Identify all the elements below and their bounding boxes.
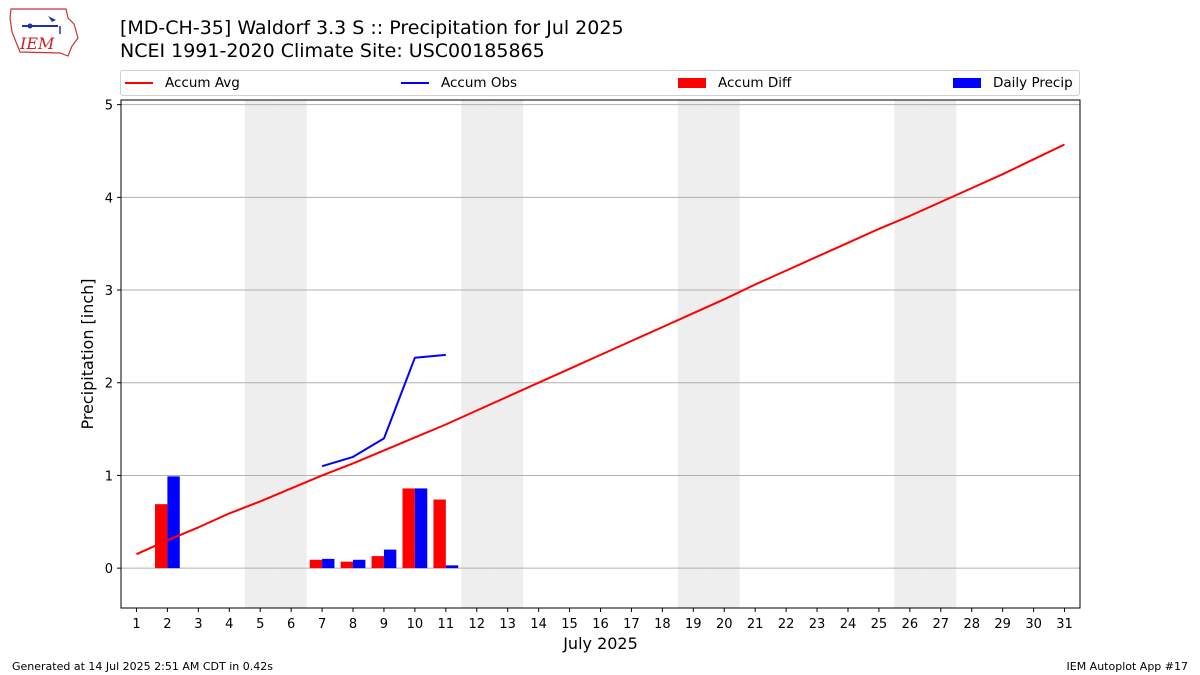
legend-label-daily-precip: Daily Precip xyxy=(993,75,1073,91)
accum-diff-bar xyxy=(402,488,415,569)
x-tick-label: 29 xyxy=(994,617,1011,632)
x-tick-label: 8 xyxy=(349,617,357,632)
x-tick-label: 3 xyxy=(194,617,202,632)
accum-diff-bar xyxy=(340,561,354,569)
chart-legend: Accum Avg Accum Obs Accum Diff Daily Pre… xyxy=(120,70,1080,96)
x-tick-label: 4 xyxy=(225,617,233,632)
daily-precip-bar xyxy=(414,488,428,569)
weekend-shade xyxy=(894,100,926,608)
weekend-shade xyxy=(461,100,493,608)
y-tick-label: 4 xyxy=(105,191,113,206)
accum-avg-line xyxy=(136,143,1065,556)
x-tick-label: 11 xyxy=(438,617,455,632)
legend-swatch-accum-diff xyxy=(678,78,706,88)
x-tick-label: 6 xyxy=(287,617,295,632)
weekend-shade xyxy=(925,100,957,608)
legend-swatch-daily-precip xyxy=(953,78,981,88)
y-tick-label: 3 xyxy=(105,284,113,299)
x-tick-label: 26 xyxy=(902,617,919,632)
x-tick-label: 13 xyxy=(499,617,516,632)
chart-title: [MD-CH-35] Waldorf 3.3 S :: Precipitatio… xyxy=(120,17,624,39)
x-tick-label: 28 xyxy=(963,617,980,632)
x-tick-label: 19 xyxy=(685,617,702,632)
daily-precip-bar xyxy=(445,565,459,569)
daily-precip-bar xyxy=(167,476,180,569)
x-tick-label: 1 xyxy=(132,617,140,632)
daily-precip-bar xyxy=(383,549,397,569)
x-tick-label: 21 xyxy=(747,617,764,632)
accum-diff-bar xyxy=(371,556,384,569)
legend-swatch-accum-avg xyxy=(125,82,153,84)
legend-swatch-accum-obs xyxy=(401,82,429,84)
legend-label-accum-obs: Accum Obs xyxy=(441,75,518,91)
weekend-shade xyxy=(677,100,709,608)
x-tick-label: 9 xyxy=(380,617,388,632)
x-tick-label: 25 xyxy=(871,617,888,632)
x-tick-label: 23 xyxy=(809,617,826,632)
x-axis-label: July 2025 xyxy=(562,634,638,653)
accum-diff-bar xyxy=(433,499,446,569)
x-tick-label: 5 xyxy=(256,617,264,632)
iem-logo: IEM xyxy=(9,8,79,57)
y-axis-label: Precipitation [inch] xyxy=(78,278,97,429)
x-tick-label: 17 xyxy=(623,617,640,632)
x-tick-label: 14 xyxy=(530,617,547,632)
y-tick-label: 0 xyxy=(105,562,113,577)
y-tick-label: 2 xyxy=(105,377,113,392)
chart-subtitle: NCEI 1991-2020 Climate Site: USC00185865 xyxy=(120,40,545,62)
accum-obs-line xyxy=(321,353,446,468)
x-tick-label: 10 xyxy=(407,617,424,632)
x-tick-label: 18 xyxy=(654,617,671,632)
weekend-shade xyxy=(492,100,524,608)
x-tick-label: 20 xyxy=(716,617,733,632)
accum-diff-bar xyxy=(155,504,168,569)
x-tick-label: 22 xyxy=(778,617,795,632)
logo-text: IEM xyxy=(19,34,55,53)
x-tick-label: 16 xyxy=(592,617,609,632)
y-tick-label: 1 xyxy=(105,469,113,484)
legend-label-accum-diff: Accum Diff xyxy=(718,75,792,91)
x-tick-label: 2 xyxy=(163,617,171,632)
x-tick-label: 12 xyxy=(468,617,485,632)
footer-app-text: IEM Autoplot App #17 xyxy=(1066,660,1189,673)
x-tick-label: 7 xyxy=(318,617,326,632)
x-tick-label: 15 xyxy=(561,617,578,632)
daily-precip-bar xyxy=(353,559,366,569)
x-tick-label: 24 xyxy=(840,617,857,632)
x-tick-label: 27 xyxy=(933,617,950,632)
x-tick-label: 30 xyxy=(1025,617,1042,632)
footer-generated-text: Generated at 14 Jul 2025 2:51 AM CDT in … xyxy=(12,660,273,673)
accum-diff-bar xyxy=(309,559,323,569)
legend-item-daily-precip: Daily Precip xyxy=(953,71,1073,95)
legend-item-accum-avg: Accum Avg xyxy=(125,71,240,95)
weekend-shade xyxy=(244,100,276,608)
x-tick-label: 31 xyxy=(1056,617,1073,632)
legend-item-accum-diff: Accum Diff xyxy=(678,71,791,95)
weekend-shade xyxy=(275,100,307,608)
y-tick-label: 5 xyxy=(105,99,113,114)
legend-label-accum-avg: Accum Avg xyxy=(165,75,240,91)
daily-precip-bar xyxy=(322,558,335,569)
legend-item-accum-obs: Accum Obs xyxy=(401,71,517,95)
weekend-shade xyxy=(708,100,740,608)
